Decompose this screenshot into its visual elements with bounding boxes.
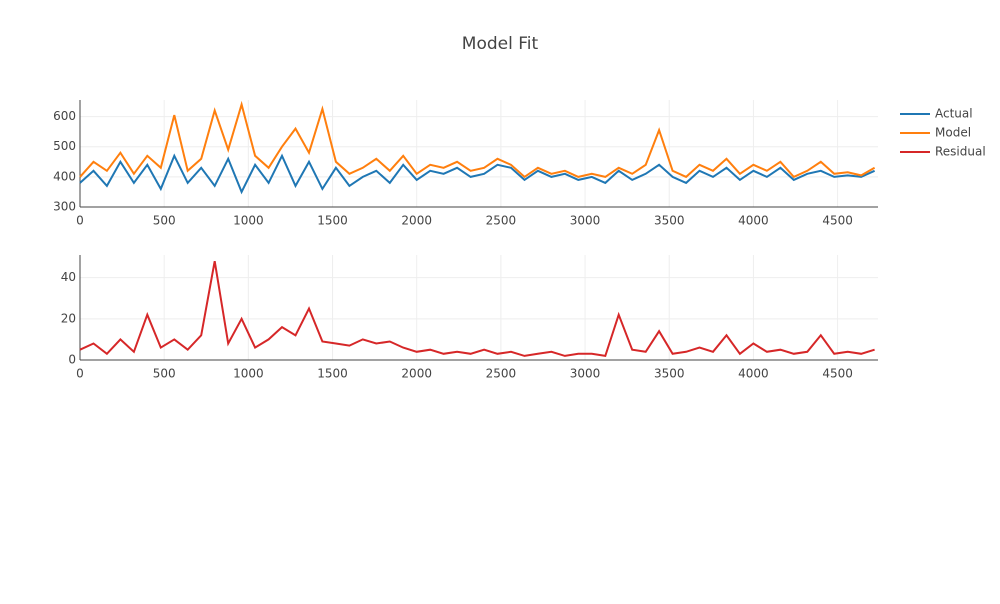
x-tick-label: 1000 — [233, 367, 264, 381]
x-tick-label: 4000 — [738, 367, 769, 381]
x-tick-label: 500 — [153, 214, 176, 228]
y-tick-label: 300 — [53, 200, 76, 214]
x-tick-label: 0 — [76, 214, 84, 228]
x-tick-label: 2000 — [401, 214, 432, 228]
x-tick-label: 0 — [76, 367, 84, 381]
y-tick-label: 500 — [53, 139, 76, 153]
x-tick-label: 500 — [153, 367, 176, 381]
x-tick-label: 3500 — [654, 214, 685, 228]
x-tick-label: 1500 — [317, 214, 348, 228]
x-tick-label: 2500 — [486, 214, 517, 228]
y-tick-label: 20 — [61, 311, 76, 325]
legend-label: Residual — [935, 145, 986, 159]
x-tick-label: 3000 — [570, 214, 601, 228]
y-tick-label: 0 — [68, 353, 76, 367]
legend-label: Model — [935, 126, 971, 140]
y-tick-label: 600 — [53, 109, 76, 123]
x-tick-label: 4500 — [822, 214, 853, 228]
x-tick-label: 1500 — [317, 367, 348, 381]
series-line — [79, 261, 875, 358]
x-tick-label: 2000 — [401, 367, 432, 381]
x-tick-label: 4000 — [738, 214, 769, 228]
series-line — [79, 153, 876, 195]
x-tick-label: 4500 — [822, 367, 853, 381]
y-tick-label: 40 — [61, 270, 76, 284]
x-tick-label: 3000 — [570, 367, 601, 381]
x-tick-label: 2500 — [486, 367, 517, 381]
legend-label: Actual — [935, 107, 973, 121]
x-tick-label: 1000 — [233, 214, 264, 228]
series-line — [79, 100, 876, 179]
chart-title: Model Fit — [462, 34, 539, 54]
x-tick-label: 3500 — [654, 367, 685, 381]
y-tick-label: 400 — [53, 169, 76, 183]
